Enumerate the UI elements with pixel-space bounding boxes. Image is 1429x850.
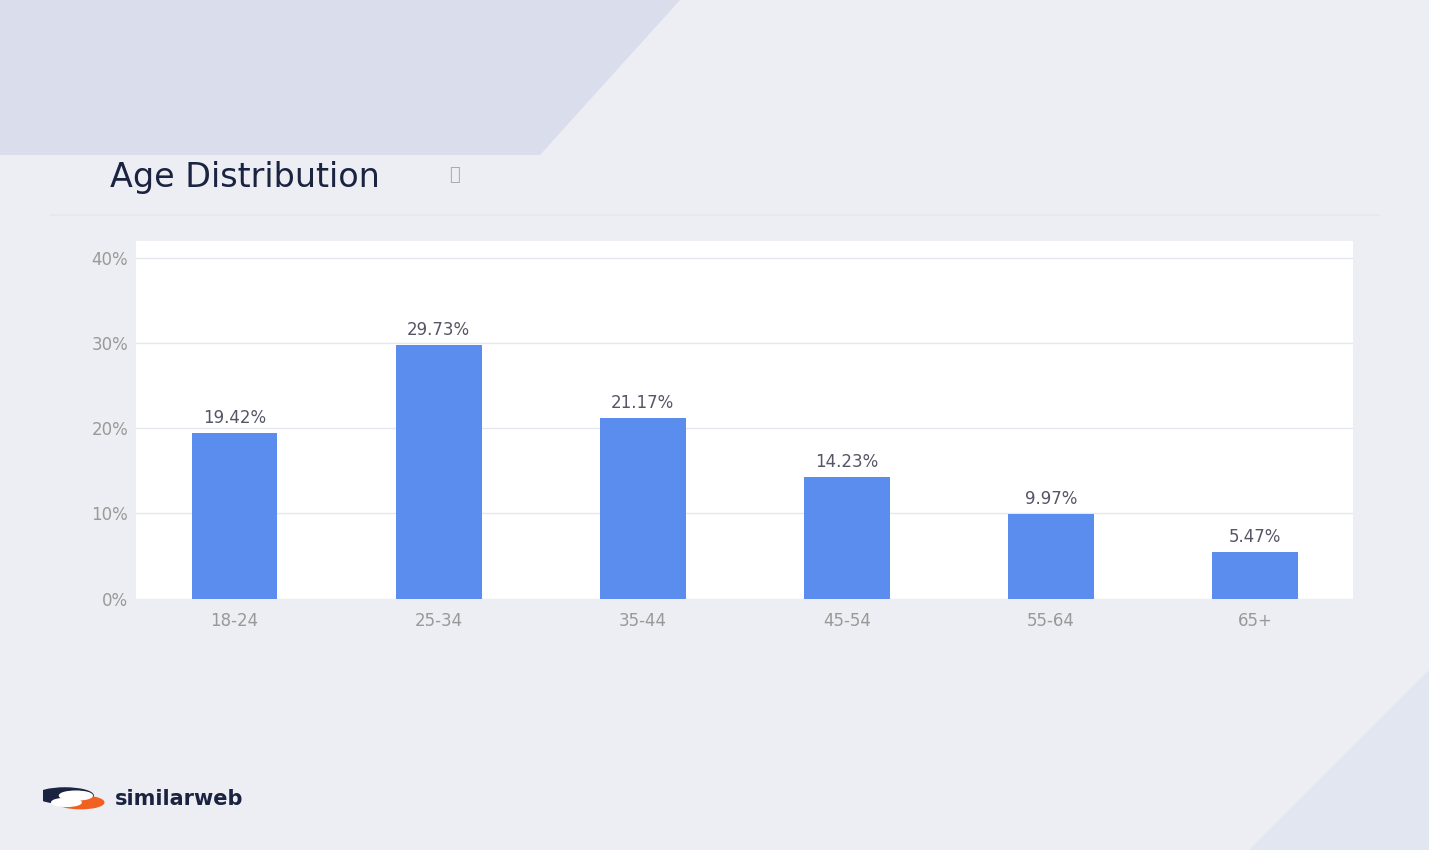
Text: ⓘ: ⓘ bbox=[449, 167, 460, 184]
Text: 21.17%: 21.17% bbox=[612, 394, 674, 412]
Bar bbox=[396, 345, 482, 598]
Polygon shape bbox=[1249, 670, 1429, 850]
Polygon shape bbox=[0, 0, 680, 155]
Circle shape bbox=[57, 796, 104, 808]
Text: 29.73%: 29.73% bbox=[407, 321, 470, 339]
Circle shape bbox=[37, 788, 93, 803]
Text: similarweb: similarweb bbox=[116, 789, 244, 809]
Text: 5.47%: 5.47% bbox=[1229, 528, 1282, 546]
Bar bbox=[191, 434, 277, 598]
Bar bbox=[1212, 552, 1298, 598]
Bar bbox=[600, 418, 686, 598]
Circle shape bbox=[51, 798, 81, 807]
Text: 14.23%: 14.23% bbox=[816, 453, 879, 472]
Text: Age Distribution: Age Distribution bbox=[110, 161, 380, 194]
Bar bbox=[1009, 513, 1095, 598]
Bar bbox=[805, 478, 890, 598]
Text: 19.42%: 19.42% bbox=[203, 409, 266, 428]
Circle shape bbox=[60, 791, 93, 800]
Text: 9.97%: 9.97% bbox=[1025, 490, 1077, 507]
